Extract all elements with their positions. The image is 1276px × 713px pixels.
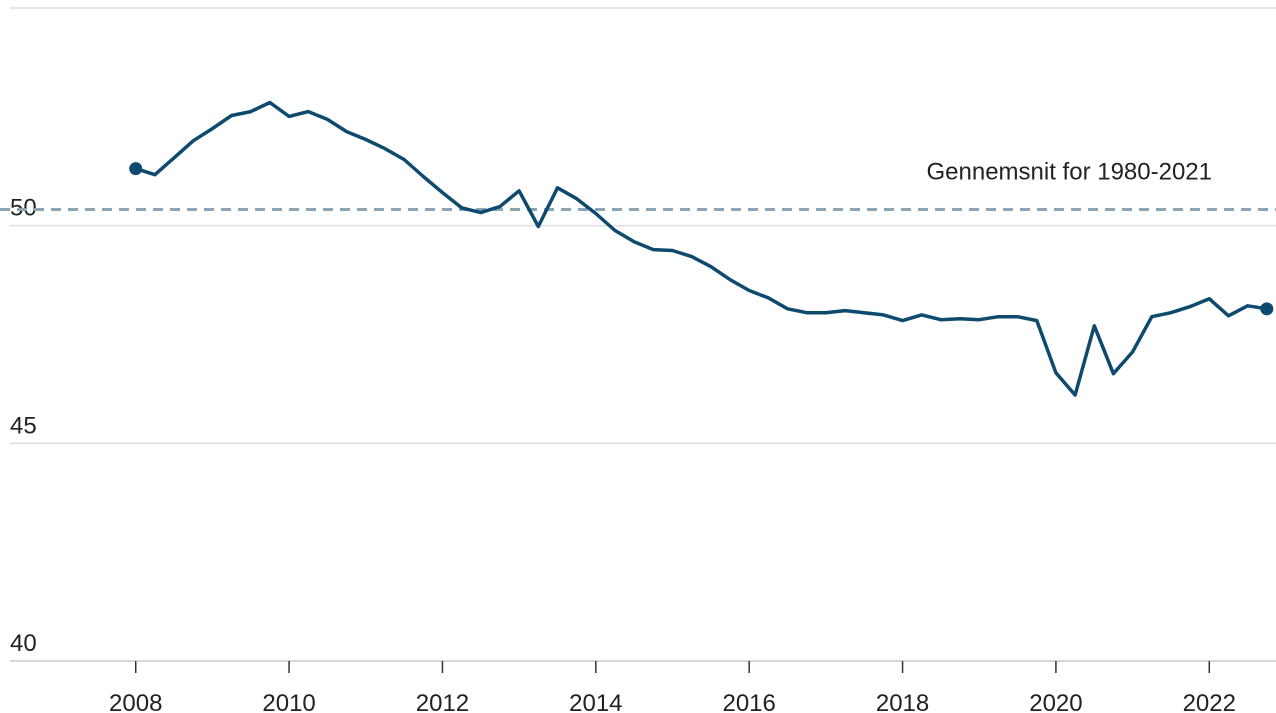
y-tick-label: 40 [10, 630, 37, 657]
x-tick-label: 2022 [1183, 690, 1236, 713]
annotation: Gennemsnit for 1980-2021 [926, 159, 1212, 186]
x-tick-label: 2016 [722, 690, 775, 713]
end-dot [129, 162, 143, 176]
line [135, 100, 1268, 397]
x-tick-label: 2012 [416, 690, 469, 713]
x-tick-label: 2018 [876, 690, 929, 713]
end-dot [1260, 302, 1274, 316]
x-tick-label: 2020 [1029, 690, 1082, 713]
x-tick-label: 2014 [569, 690, 622, 713]
x-tick-label: 2008 [109, 690, 162, 713]
y-tick-label: 45 [10, 412, 37, 439]
x-tick-label: 2010 [262, 690, 315, 713]
